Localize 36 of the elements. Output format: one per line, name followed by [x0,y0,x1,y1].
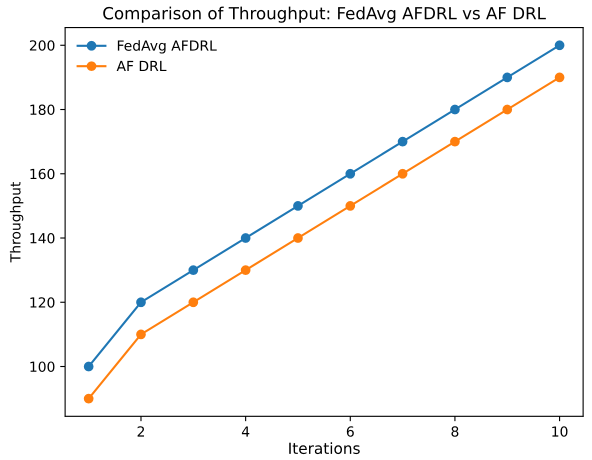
point [240,233,250,243]
y-axis-title: Throughput [10,182,24,262]
x-tick-label: 4 [242,426,250,437]
y-tick-label: 180 [30,104,54,115]
chart-title: Comparison of Throughput: FedAvg AFDRL vs AF DRL [103,6,546,23]
legend-label: AF DRL [116,60,166,72]
point [293,201,303,211]
point [554,40,564,50]
point [398,168,408,179]
point [84,362,94,372]
point [345,168,356,179]
point [293,233,303,243]
point [502,104,512,114]
point [188,297,198,308]
x-tick-label: 8 [451,426,458,437]
y-tick-label: 140 [30,232,54,244]
y-tick-label: 120 [30,297,54,308]
x-tick-label: 2 [138,426,144,437]
y-tick-label: 160 [30,168,54,180]
x-tick-label: 10 [552,426,568,437]
point [240,265,250,275]
point [136,297,146,308]
point [450,104,460,114]
point [502,72,512,82]
x-tick-label: 6 [346,426,354,437]
y-tick-label: 100 [30,361,54,372]
legend-label: FedAvg AFDRL [118,40,217,54]
point [450,136,460,146]
x-axis-title: Iterations [289,442,360,454]
point [398,136,408,146]
y-tick-label: 200 [30,40,54,51]
point [188,265,198,275]
point [554,72,564,82]
point [84,394,94,404]
point [136,330,146,340]
point [345,201,356,211]
